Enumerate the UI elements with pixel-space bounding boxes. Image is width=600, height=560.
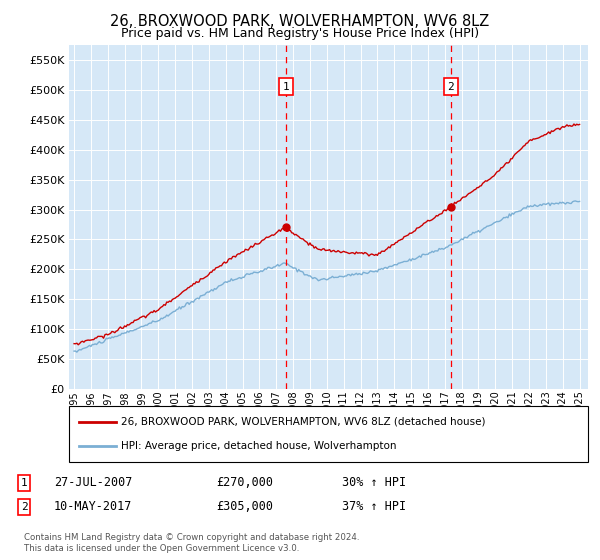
Text: 30% ↑ HPI: 30% ↑ HPI xyxy=(342,476,406,489)
Text: Price paid vs. HM Land Registry's House Price Index (HPI): Price paid vs. HM Land Registry's House … xyxy=(121,27,479,40)
FancyBboxPatch shape xyxy=(69,406,588,462)
Text: 27-JUL-2007: 27-JUL-2007 xyxy=(54,476,133,489)
Text: Contains HM Land Registry data © Crown copyright and database right 2024.
This d: Contains HM Land Registry data © Crown c… xyxy=(24,533,359,553)
Text: 26, BROXWOOD PARK, WOLVERHAMPTON, WV6 8LZ: 26, BROXWOOD PARK, WOLVERHAMPTON, WV6 8L… xyxy=(110,14,490,29)
Text: 1: 1 xyxy=(20,478,28,488)
Text: 2: 2 xyxy=(20,502,28,512)
Text: 26, BROXWOOD PARK, WOLVERHAMPTON, WV6 8LZ (detached house): 26, BROXWOOD PARK, WOLVERHAMPTON, WV6 8L… xyxy=(121,417,485,427)
Text: HPI: Average price, detached house, Wolverhampton: HPI: Average price, detached house, Wolv… xyxy=(121,441,397,451)
Text: £305,000: £305,000 xyxy=(216,500,273,514)
Text: 10-MAY-2017: 10-MAY-2017 xyxy=(54,500,133,514)
Text: 2: 2 xyxy=(448,82,454,92)
Text: 1: 1 xyxy=(283,82,289,92)
Text: 37% ↑ HPI: 37% ↑ HPI xyxy=(342,500,406,514)
Text: £270,000: £270,000 xyxy=(216,476,273,489)
